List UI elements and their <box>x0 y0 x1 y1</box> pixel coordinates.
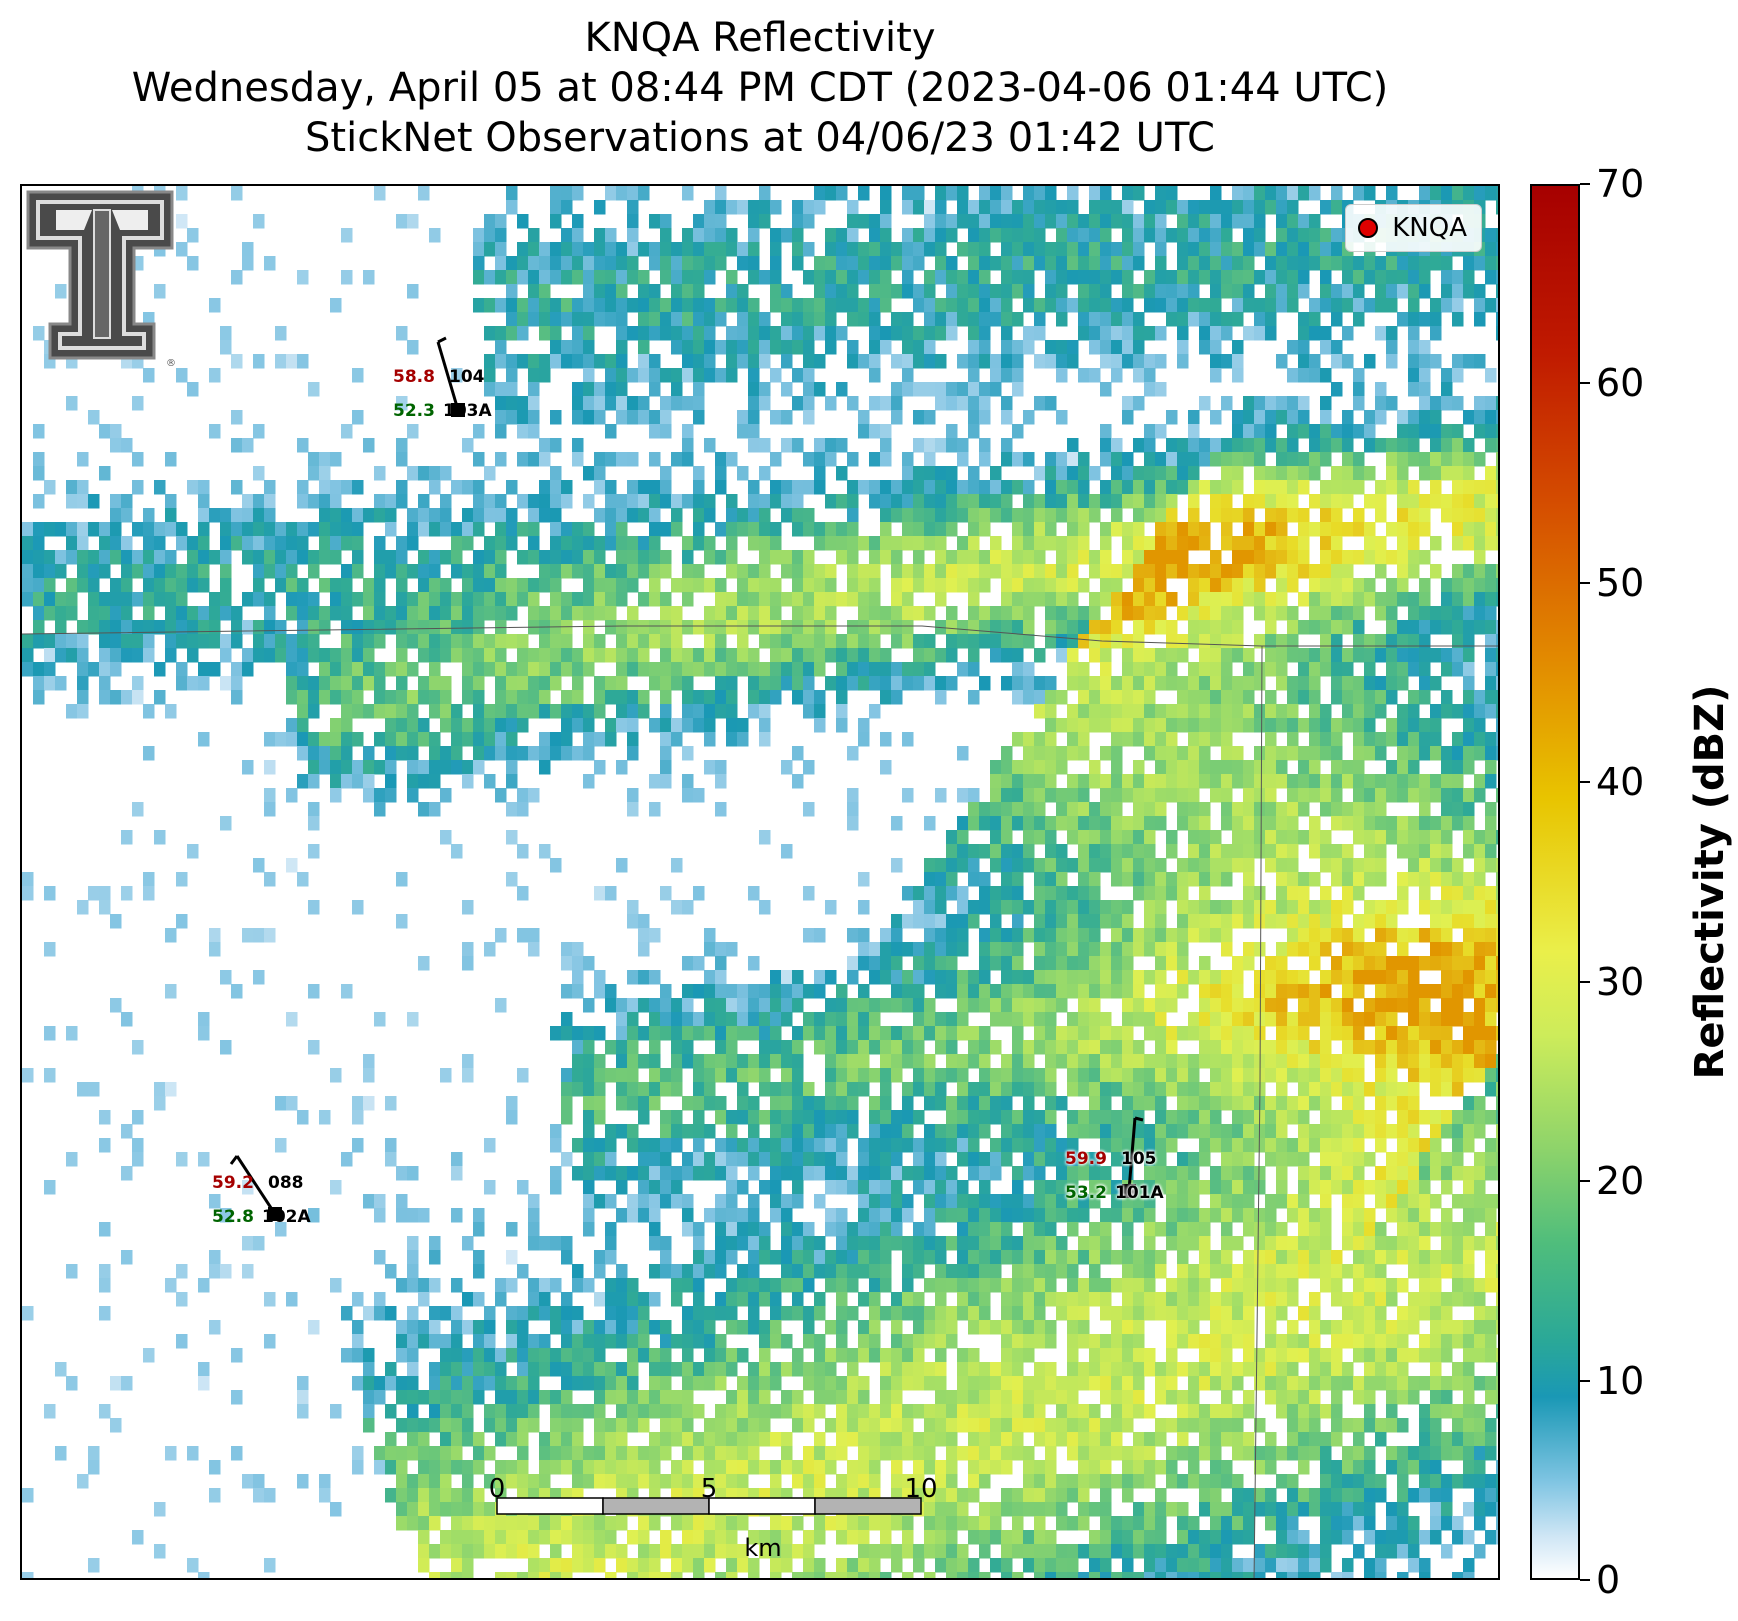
colorbar-tick-label: 70 <box>1596 162 1645 206</box>
colorbar-tick <box>1580 581 1590 584</box>
colorbar-tick <box>1580 781 1590 784</box>
legend-label: KNQA <box>1392 213 1467 243</box>
colorbar <box>1530 184 1580 1580</box>
county-line <box>1253 645 1263 1578</box>
station-104-temp: 58.8 <box>393 367 435 387</box>
colorbar-tick-label: 50 <box>1596 560 1645 605</box>
colorbar-tick <box>1580 1579 1590 1581</box>
map-overlay <box>22 336 1498 1578</box>
station-105-id: 105 <box>1121 1149 1157 1169</box>
radar-map[interactable]: ® KNQA 58.8 104 52.3 103A 59.2 088 52.8 … <box>20 184 1500 1580</box>
scale-unit-label: km <box>744 1534 782 1562</box>
map-legend: KNQA <box>1345 204 1482 252</box>
colorbar-title: Reflectivity (dBZ) <box>1687 684 1733 1080</box>
station-104-dewpoint: 52.3 <box>393 401 435 421</box>
map-title: KNQA Reflectivity <box>584 15 936 61</box>
colorbar-tick <box>1580 1180 1590 1183</box>
station-105-temp: 59.9 <box>1065 1149 1107 1169</box>
colorbar-tick-label: 20 <box>1596 1159 1645 1204</box>
knqa-marker-icon <box>1358 218 1379 238</box>
station-marker-088[interactable] <box>229 1155 282 1221</box>
station-104-subid: 103A <box>443 401 492 421</box>
scale-label-5: 5 <box>700 1474 718 1504</box>
station-088-temp: 59.2 <box>212 1173 254 1193</box>
colorbar-tick-label: 40 <box>1596 760 1645 805</box>
colorbar-tick <box>1580 382 1590 385</box>
map-subtitle-time: Wednesday, April 05 at 08:44 PM CDT (202… <box>131 65 1389 111</box>
texas-tech-logo-icon: ® <box>26 190 176 369</box>
station-104-id: 104 <box>449 367 485 387</box>
reflectivity-field <box>22 186 1498 1578</box>
station-088-subid: 102A <box>262 1207 311 1227</box>
colorbar-tick-label: 60 <box>1596 361 1645 406</box>
colorbar-tick-label: 0 <box>1596 1558 1621 1602</box>
colorbar-tick-label: 30 <box>1596 959 1645 1004</box>
colorbar-tick <box>1580 980 1590 983</box>
scale-bar <box>496 1497 922 1515</box>
county-line <box>22 625 1263 647</box>
station-marker-105[interactable] <box>1122 1116 1144 1198</box>
colorbar-tick-label: 10 <box>1596 1358 1645 1403</box>
station-105-subid: 101A <box>1115 1183 1164 1203</box>
station-marker-104[interactable] <box>436 336 465 417</box>
scale-label-0: 0 <box>488 1474 506 1504</box>
map-subtitle-obs: StickNet Observations at 04/06/23 01:42 … <box>305 115 1215 161</box>
scale-label-10: 10 <box>904 1474 938 1504</box>
colorbar-tick <box>1580 183 1590 185</box>
station-088-id: 088 <box>268 1173 304 1193</box>
station-088-dewpoint: 52.8 <box>212 1207 254 1227</box>
colorbar-tick <box>1580 1379 1590 1382</box>
station-105-dewpoint: 53.2 <box>1065 1183 1107 1203</box>
